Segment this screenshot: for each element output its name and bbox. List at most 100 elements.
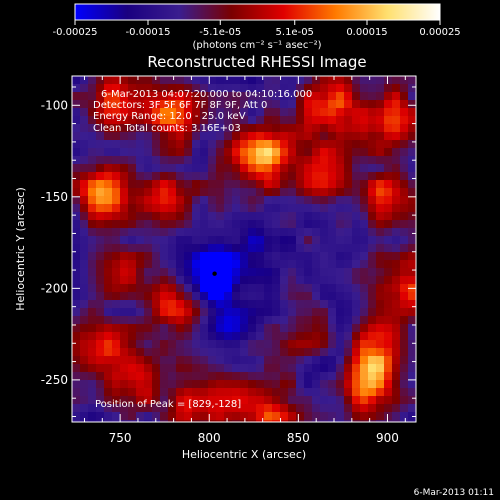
heatmap-cell (184, 332, 193, 341)
heatmap-cell (176, 244, 185, 253)
heatmap-cell (280, 212, 289, 221)
heatmap-cell (80, 276, 89, 285)
heatmap-cell (176, 332, 185, 341)
axes: 750 800 850 900-100-150-200-250 (41, 76, 416, 445)
heatmap-cell (312, 76, 321, 85)
heatmap-cell (80, 268, 89, 277)
heatmap-cell (272, 236, 281, 245)
heatmap-cell (184, 300, 193, 309)
heatmap-cell (264, 404, 273, 413)
heatmap-cell (224, 116, 233, 125)
heatmap-cell (176, 116, 185, 125)
heatmap-cell (288, 420, 297, 422)
heatmap-cell (248, 92, 257, 101)
heatmap-cell (232, 116, 241, 125)
heatmap-cell (152, 268, 161, 277)
heatmap-cell (104, 332, 113, 341)
heatmap-cell (128, 228, 137, 237)
heatmap-cell (352, 300, 361, 309)
heatmap-cell (408, 84, 416, 93)
heatmap-cell (96, 108, 105, 117)
heatmap-cell (136, 332, 145, 341)
footer-timestamp: 6-Mar-2013 01:11 (414, 488, 494, 498)
heatmap-cell (384, 404, 393, 413)
heatmap-cell (72, 380, 81, 389)
heatmap-cell (120, 108, 129, 117)
heatmap-cell (360, 244, 369, 253)
heatmap-cell (320, 108, 329, 117)
heatmap-cell (304, 332, 313, 341)
heatmap-cell (96, 180, 105, 189)
heatmap-cell (328, 244, 337, 253)
heatmap-cell (312, 172, 321, 181)
heatmap-cell (176, 268, 185, 277)
heatmap-cell (136, 420, 145, 422)
heatmap-cell (104, 220, 113, 229)
heatmap-cell (304, 260, 313, 269)
heatmap-cell (80, 324, 89, 333)
heatmap-cell (248, 172, 257, 181)
heatmap-cell (280, 204, 289, 213)
heatmap-cell (280, 396, 289, 405)
heatmap-cell (384, 268, 393, 277)
heatmap-cell (392, 76, 401, 85)
heatmap-cell (136, 284, 145, 293)
heatmap-cell (232, 92, 241, 101)
heatmap-cell (168, 364, 177, 373)
heatmap-cell (224, 228, 233, 237)
heatmap-cell (184, 196, 193, 205)
heatmap-cell (216, 356, 225, 365)
heatmap-cell (312, 236, 321, 245)
heatmap-cell (168, 340, 177, 349)
heatmap-cell (240, 124, 249, 133)
heatmap-cell (120, 244, 129, 253)
heatmap-cell (304, 324, 313, 333)
colorbar-tick-label: 5.1e-05 (276, 27, 314, 38)
heatmap-cell (104, 404, 113, 413)
heatmap-cell (376, 332, 385, 341)
heatmap-cell (376, 324, 385, 333)
heatmap-cell (240, 252, 249, 261)
heatmap-cell (384, 420, 393, 422)
heatmap-cell (344, 276, 353, 285)
heatmap-cell (280, 252, 289, 261)
heatmap-cell (328, 220, 337, 229)
heatmap-cell (152, 244, 161, 253)
heatmap-cell (328, 188, 337, 197)
heatmap-cell (264, 364, 273, 373)
heatmap-cell (248, 380, 257, 389)
heatmap-cell (72, 420, 81, 422)
heatmap-cell (392, 252, 401, 261)
heatmap-cell (400, 332, 409, 341)
heatmap-cell (216, 196, 225, 205)
heatmap-cell (144, 100, 153, 109)
heatmap-cell (200, 212, 209, 221)
heatmap-cell (320, 316, 329, 325)
x-tick-label: 800 (198, 431, 221, 445)
heatmap-cell (384, 132, 393, 141)
heatmap-cell (352, 276, 361, 285)
heatmap-cell (328, 332, 337, 341)
heatmap-cell (256, 364, 265, 373)
heatmap-cell (112, 92, 121, 101)
heatmap-cell (120, 140, 129, 149)
heatmap-cell (184, 284, 193, 293)
heatmap-cell (104, 380, 113, 389)
heatmap-cell (136, 124, 145, 133)
heatmap-cell (104, 188, 113, 197)
heatmap-cell (96, 220, 105, 229)
heatmap-cell (288, 204, 297, 213)
heatmap-cell (328, 300, 337, 309)
heatmap-cell (224, 396, 233, 405)
heatmap-cell (392, 292, 401, 301)
heatmap-cell (96, 316, 105, 325)
heatmap-cell (128, 252, 137, 261)
heatmap-cell (408, 340, 416, 349)
heatmap-cell (232, 244, 241, 253)
heatmap-cell (296, 412, 305, 421)
heatmap-cell (216, 268, 225, 277)
heatmap-cell (136, 260, 145, 269)
heatmap-cell (208, 348, 217, 357)
colorbar-tick-label: -0.00025 (53, 27, 98, 38)
heatmap-cell (184, 108, 193, 117)
